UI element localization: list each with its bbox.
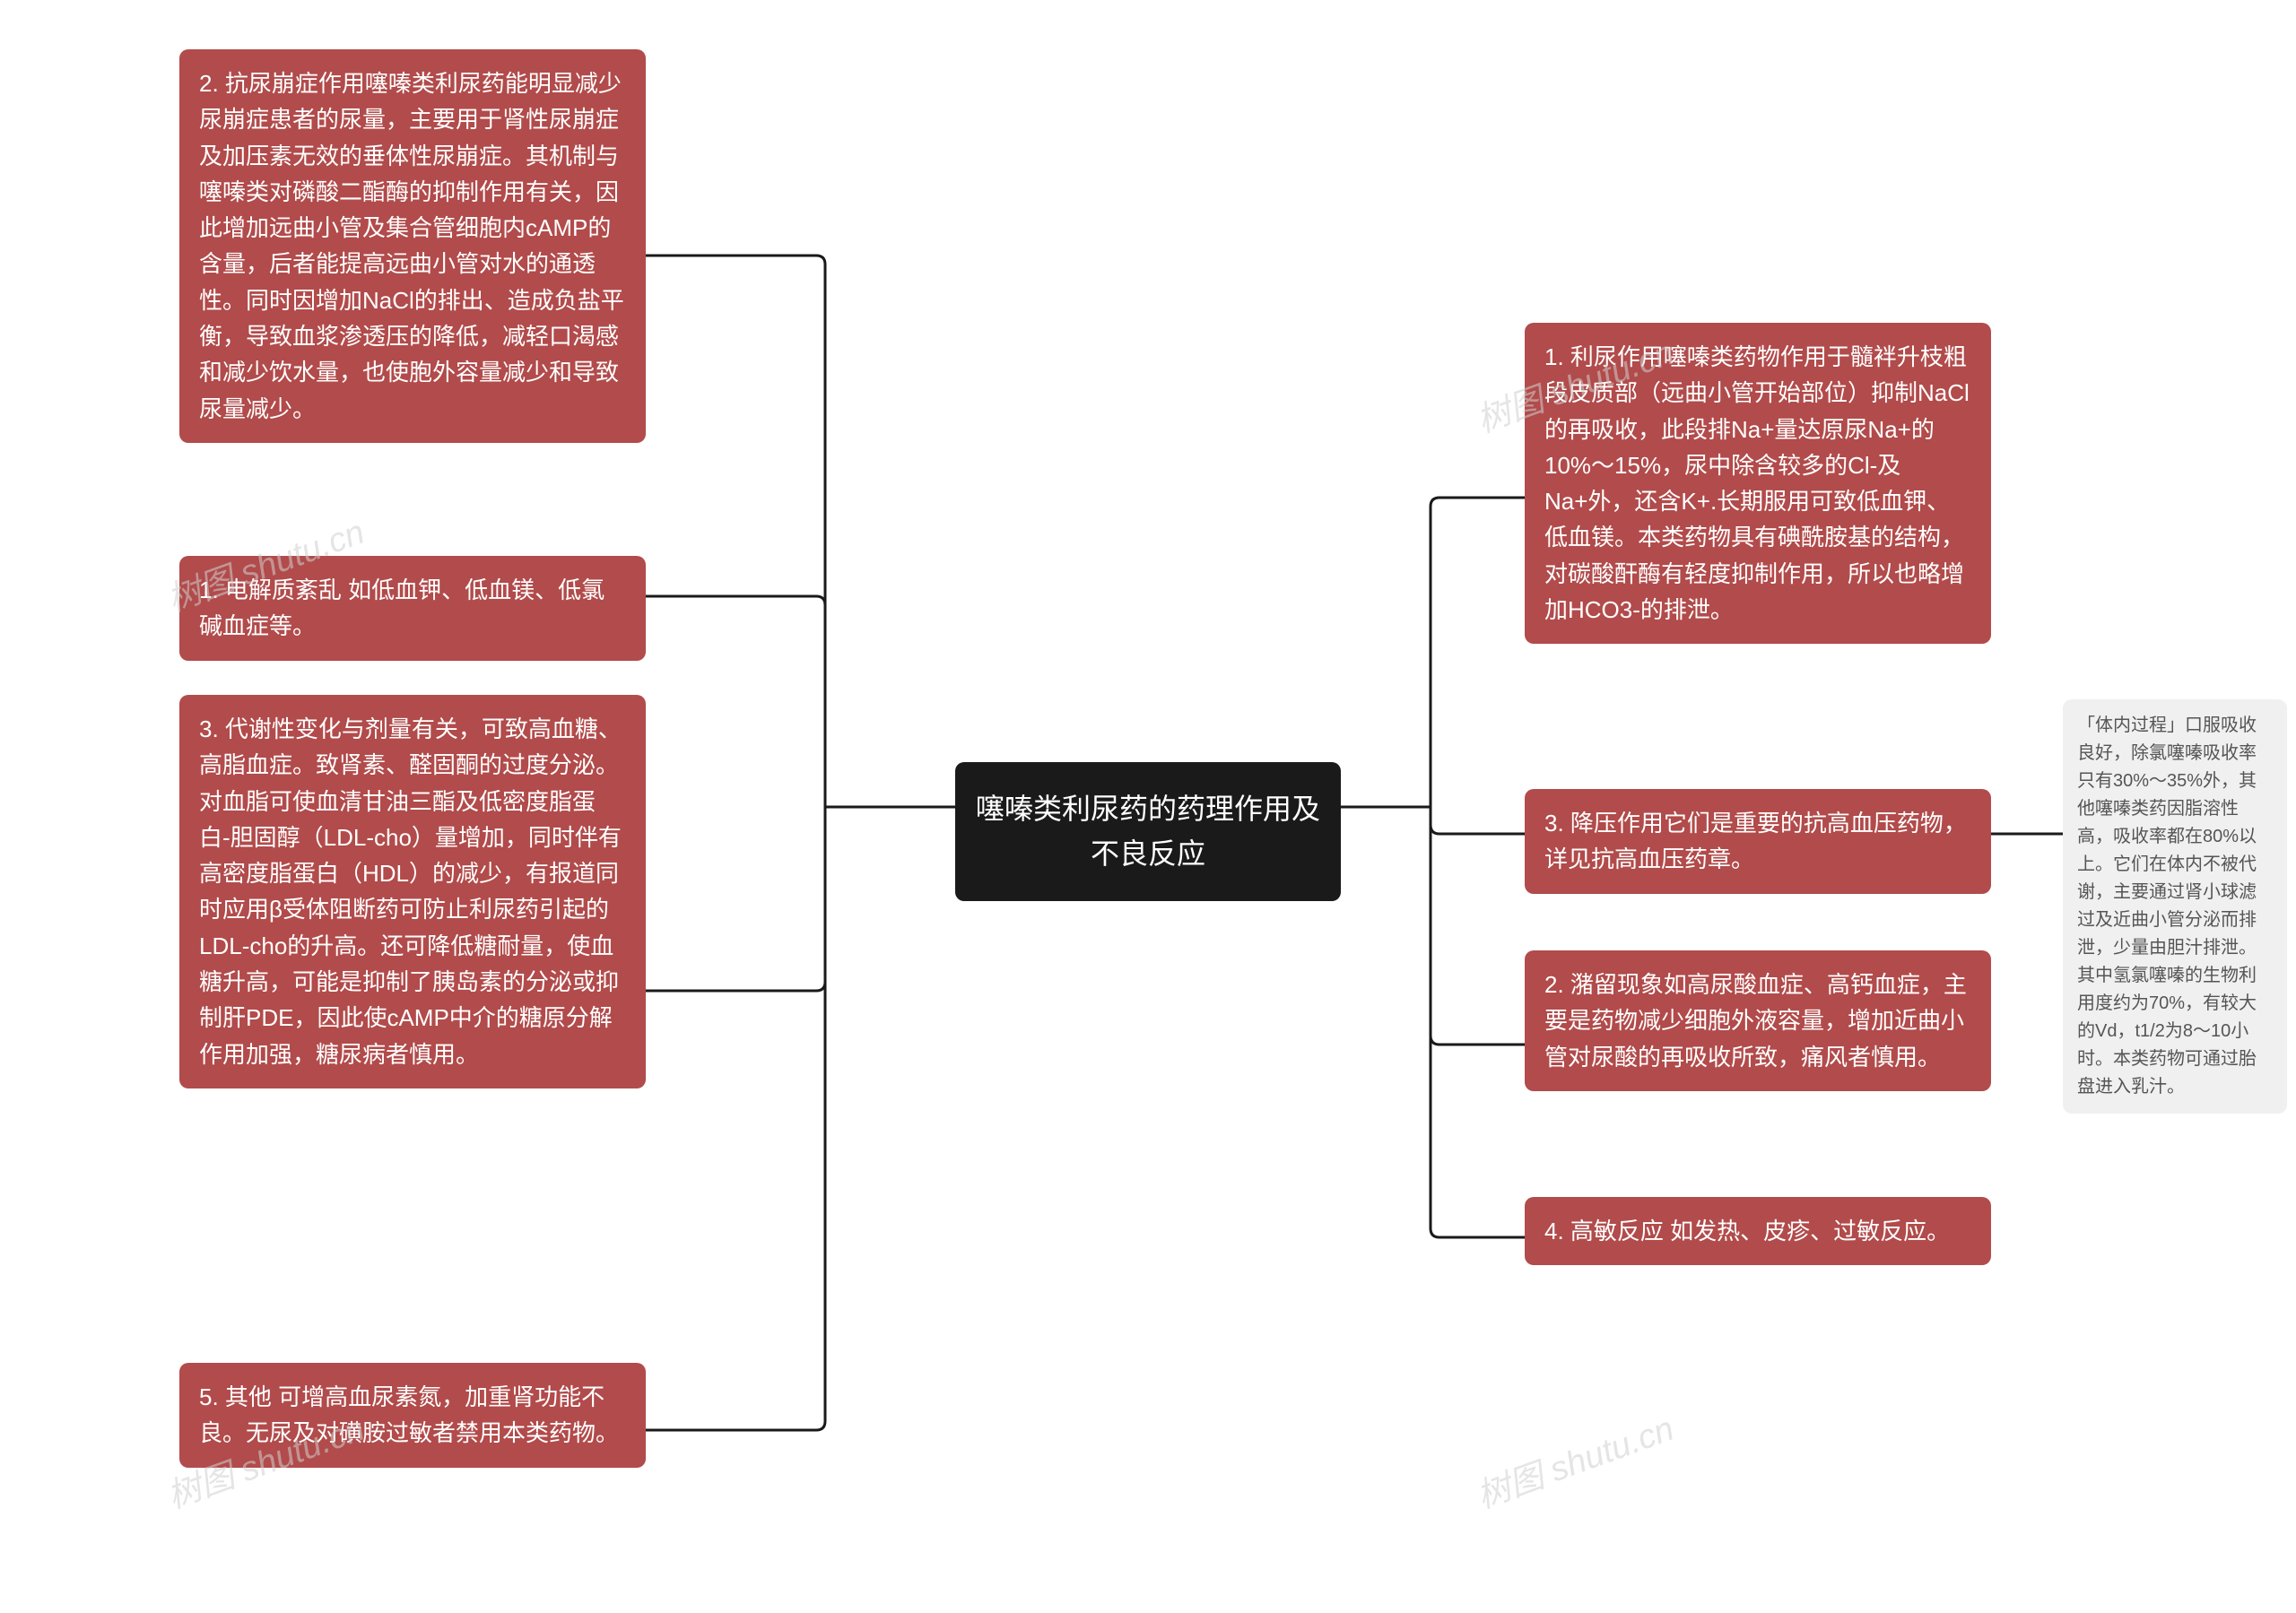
center-label: 噻嗪类利尿药的药理作用及不良反应 xyxy=(976,793,1320,870)
sub-node-text: 「体内过程」口服吸收良好，除氯噻嗪吸收率只有30%～35%外，其他噻嗪类药因脂溶… xyxy=(2077,715,2257,1097)
center-node: 噻嗪类利尿药的药理作用及不良反应 xyxy=(955,762,1341,901)
right-node-4-text: 4. 高敏反应 如发热、皮疹、过敏反应。 xyxy=(1544,1218,1950,1244)
left-node-1-text: 1. 电解质紊乱 如低血钾、低血镁、低氯碱血症等。 xyxy=(199,577,604,639)
left-node-5-text: 5. 其他 可增高血尿素氮，加重肾功能不良。无尿及对磺胺过敏者禁用本类药物。 xyxy=(199,1383,619,1446)
right-node-2-text: 2. 潴留现象如高尿酸血症、高钙血症，主要是药物减少细胞外液容量，增加近曲小管对… xyxy=(1544,971,1967,1071)
left-node-1: 1. 电解质紊乱 如低血钾、低血镁、低氯碱血症等。 xyxy=(179,556,646,661)
right-node-3-text: 3. 降压作用它们是重要的抗高血压药物，详见抗高血压药章。 xyxy=(1544,810,1967,872)
right-node-1: 1. 利尿作用噻嗪类药物作用于髓袢升枝粗段皮质部（远曲小管开始部位）抑制NaCl… xyxy=(1525,323,1991,644)
left-node-2-text: 2. 抗尿崩症作用噻嗪类利尿药能明显减少尿崩症患者的尿量，主要用于肾性尿崩症及加… xyxy=(199,70,624,422)
left-node-2: 2. 抗尿崩症作用噻嗪类利尿药能明显减少尿崩症患者的尿量，主要用于肾性尿崩症及加… xyxy=(179,49,646,443)
right-node-1-text: 1. 利尿作用噻嗪类药物作用于髓袢升枝粗段皮质部（远曲小管开始部位）抑制NaCl… xyxy=(1544,343,1970,623)
watermark: 树图 shutu.cn xyxy=(1469,1401,1680,1517)
right-node-4: 4. 高敏反应 如发热、皮疹、过敏反应。 xyxy=(1525,1197,1991,1265)
left-node-3: 3. 代谢性变化与剂量有关，可致高血糖、高脂血症。致肾素、醛固酮的过度分泌。对血… xyxy=(179,695,646,1088)
right-node-2: 2. 潴留现象如高尿酸血症、高钙血症，主要是药物减少细胞外液容量，增加近曲小管对… xyxy=(1525,950,1991,1091)
left-node-5: 5. 其他 可增高血尿素氮，加重肾功能不良。无尿及对磺胺过敏者禁用本类药物。 xyxy=(179,1363,646,1468)
left-node-3-text: 3. 代谢性变化与剂量有关，可致高血糖、高脂血症。致肾素、醛固酮的过度分泌。对血… xyxy=(199,715,622,1068)
right-node-3: 3. 降压作用它们是重要的抗高血压药物，详见抗高血压药章。 xyxy=(1525,789,1991,894)
sub-node-process: 「体内过程」口服吸收良好，除氯噻嗪吸收率只有30%～35%外，其他噻嗪类药因脂溶… xyxy=(2063,699,2287,1114)
